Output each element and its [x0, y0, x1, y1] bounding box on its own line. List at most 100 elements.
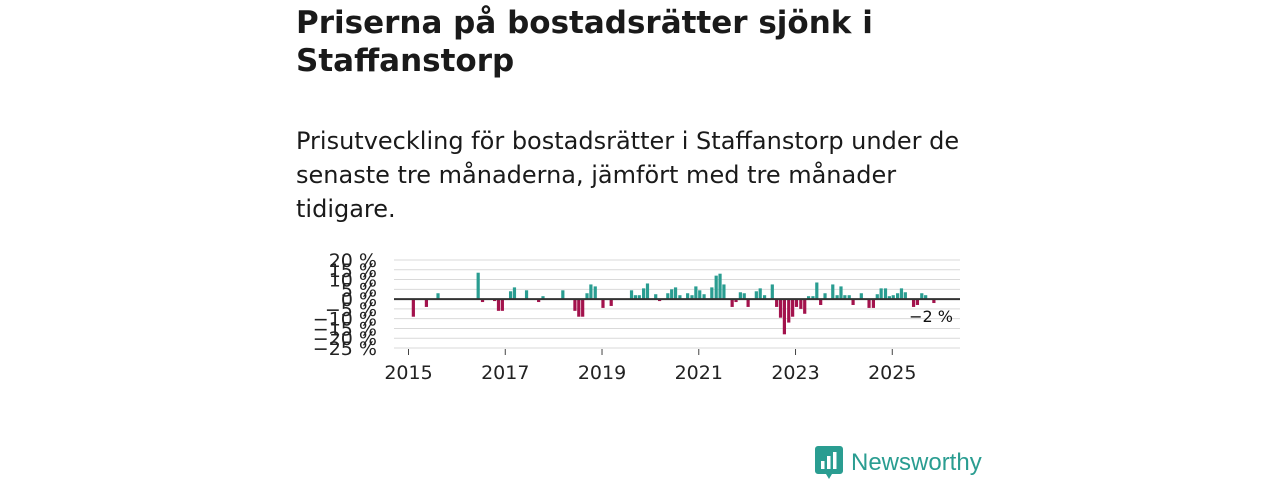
bar: [690, 295, 694, 300]
bar: [920, 293, 924, 300]
bar: [637, 295, 641, 300]
bar: [633, 295, 637, 300]
y-tick-label: −5 %: [325, 299, 377, 321]
y-tick-label: −20 %: [313, 328, 377, 350]
brand-logo: Newsworthy: [815, 446, 982, 480]
bar: [593, 286, 597, 300]
bar: [887, 296, 891, 300]
bar: [645, 283, 650, 300]
bar: [775, 299, 779, 307]
bar: [537, 299, 541, 303]
bar: [799, 299, 803, 309]
bar: [883, 288, 888, 300]
bar: [791, 299, 795, 317]
last-value-label: −2 %: [909, 307, 953, 326]
bar: [778, 299, 783, 318]
bar: [436, 293, 440, 300]
bar: [730, 299, 734, 307]
bar: [500, 299, 504, 311]
bar: [698, 290, 702, 300]
bar: [512, 287, 517, 300]
bar: [666, 293, 670, 300]
x-tick-label: 2017: [481, 362, 529, 384]
bar: [899, 288, 904, 300]
bar: [601, 299, 605, 308]
bar: [811, 296, 815, 300]
y-tick-label: 15 %: [329, 260, 377, 282]
bar: [411, 299, 415, 317]
bar: [738, 292, 742, 300]
bar: [670, 289, 674, 300]
bar: [932, 299, 936, 304]
bar: [541, 296, 545, 300]
bar: [589, 284, 593, 300]
bar: [895, 293, 900, 300]
brand-name: Newsworthy: [851, 449, 982, 476]
x-tick-label: 2025: [868, 362, 916, 384]
bar: [903, 292, 907, 300]
bar: [581, 299, 585, 317]
bar: [480, 299, 485, 303]
bar: [573, 299, 577, 311]
bar: [787, 299, 791, 323]
bar: [746, 299, 750, 307]
bar: [815, 282, 819, 300]
bar: [859, 293, 863, 300]
bar: [585, 293, 589, 300]
y-tick-label: 5 %: [341, 279, 377, 301]
bar: [524, 290, 529, 300]
bar: [803, 299, 807, 314]
bar: [924, 295, 928, 300]
bar: [742, 293, 746, 300]
bar: [476, 272, 480, 300]
bar: [770, 284, 774, 300]
bar: [686, 293, 690, 300]
bar: [851, 299, 855, 305]
bar: [867, 299, 871, 308]
bar: [762, 295, 767, 300]
bar: [911, 299, 916, 307]
chart-subtitle: Prisutveckling för bostadsrätter i Staff…: [296, 127, 960, 223]
x-tick-label: 2019: [578, 362, 626, 384]
bar: [722, 284, 726, 300]
bar: [879, 288, 883, 300]
bar: [875, 294, 879, 300]
bar: [710, 287, 714, 300]
bar: [718, 273, 722, 300]
bar: [673, 287, 678, 300]
bar: [891, 295, 895, 300]
bar: [823, 293, 827, 300]
bar: [694, 286, 698, 300]
y-tick-label: 10 %: [329, 270, 377, 292]
bar: [714, 275, 718, 300]
bar: [794, 299, 799, 307]
page-title: Priserna på bostadsrätter sjönk i Staffa…: [296, 5, 873, 79]
bar: [871, 299, 876, 308]
bar: [678, 295, 682, 300]
bar: [508, 291, 513, 300]
bar: [847, 295, 851, 300]
bar: [654, 294, 658, 300]
x-tick-label: 2021: [675, 362, 723, 384]
bar: [831, 284, 835, 300]
bar: [609, 299, 613, 306]
bar: [424, 299, 429, 307]
bar: [561, 290, 565, 300]
bar: [577, 299, 581, 317]
bar: [629, 290, 634, 300]
bar-chart-speech-icon: [815, 446, 843, 479]
x-tick-label: 2015: [384, 362, 432, 384]
bar: [702, 294, 706, 300]
y-tick-label: 0 %: [341, 289, 377, 311]
chart-header: Priserna på bostadsrätter sjönk i Staffa…: [296, 0, 976, 226]
x-tick-label: 2023: [771, 362, 819, 384]
bar: [754, 291, 758, 300]
bar: [835, 295, 839, 300]
bar: [782, 299, 786, 335]
bar: [819, 299, 823, 305]
y-tick-label: −25 %: [313, 338, 377, 360]
y-tick-label: 20 %: [329, 250, 377, 272]
bar: [843, 295, 847, 300]
bar: [734, 299, 738, 303]
